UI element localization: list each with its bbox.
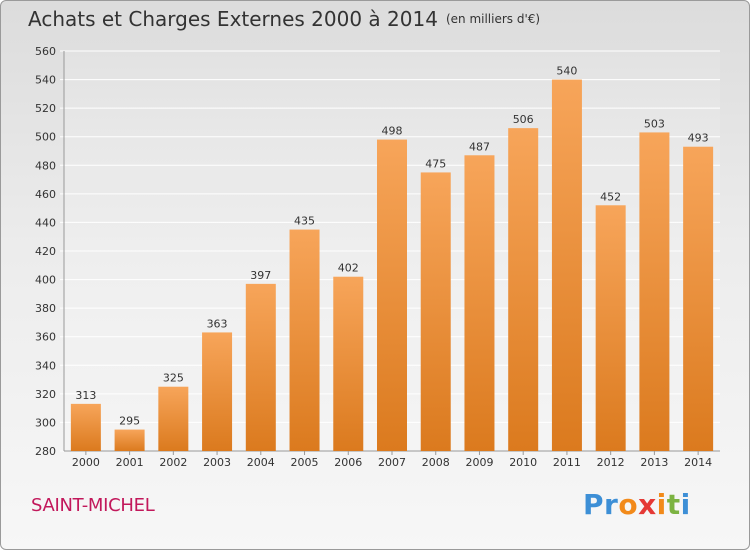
data-label: 452 — [600, 190, 621, 203]
data-label: 475 — [425, 157, 446, 170]
bar — [551, 79, 582, 452]
data-label: 295 — [119, 415, 140, 428]
x-tick-label: 2010 — [509, 456, 537, 469]
x-tick-label: 2004 — [247, 456, 275, 469]
data-label: 506 — [513, 113, 534, 126]
x-tick-label: 2002 — [159, 456, 187, 469]
bar — [639, 132, 670, 451]
x-tick-label: 2011 — [553, 456, 581, 469]
x-tick-label: 2009 — [465, 456, 493, 469]
y-tick-label: 560 — [35, 45, 56, 58]
x-tick-label: 2008 — [422, 456, 450, 469]
y-tick-label: 480 — [35, 159, 56, 172]
y-tick-label: 380 — [35, 302, 56, 315]
x-tick-label: 2003 — [203, 456, 231, 469]
logo-letter: i — [680, 488, 691, 521]
logo-letter: i — [656, 488, 667, 521]
data-label: 313 — [75, 389, 96, 402]
chart-subtitle: (en milliers d'€) — [445, 12, 541, 26]
y-tick-label: 400 — [35, 274, 56, 287]
bar — [683, 146, 714, 451]
logo-letter: o — [618, 488, 639, 521]
logo-letter: x — [638, 488, 657, 521]
data-label: 503 — [644, 117, 665, 130]
x-tick-label: 2014 — [684, 456, 712, 469]
bar — [464, 155, 495, 452]
x-tick-label: 2012 — [597, 456, 625, 469]
y-tick-label: 360 — [35, 331, 56, 344]
bar — [114, 429, 145, 451]
data-label: 540 — [556, 65, 577, 78]
y-tick-label: 280 — [35, 445, 56, 458]
data-label: 493 — [688, 132, 709, 145]
bar — [245, 283, 276, 451]
bar — [377, 139, 407, 452]
y-tick-label: 440 — [35, 216, 56, 229]
data-label: 487 — [469, 140, 490, 153]
data-label: 325 — [163, 372, 184, 385]
x-tick-label: 2000 — [72, 456, 100, 469]
y-tick-label: 520 — [35, 102, 56, 115]
data-label: 498 — [382, 125, 403, 138]
data-label: 435 — [294, 215, 315, 228]
data-label: 363 — [207, 317, 228, 330]
bar — [158, 386, 189, 451]
data-label: 402 — [338, 262, 359, 275]
y-tick-label: 460 — [35, 188, 56, 201]
bar — [508, 128, 539, 451]
commune-name: SAINT-MICHEL — [31, 495, 155, 516]
logo-letter: P — [583, 488, 605, 521]
y-tick-label: 540 — [35, 74, 56, 87]
bar — [333, 276, 364, 451]
bar — [202, 332, 233, 451]
chart-title: Achats et Charges Externes 2000 à 2014 (e… — [28, 7, 540, 31]
logo-letter: r — [604, 488, 619, 521]
x-tick-label: 2007 — [378, 456, 406, 469]
x-tick-label: 2001 — [116, 456, 144, 469]
y-tick-label: 420 — [35, 245, 56, 258]
bar — [289, 229, 320, 451]
y-tick-label: 500 — [35, 131, 56, 144]
logo-letter: t — [666, 488, 681, 521]
x-tick-label: 2013 — [640, 456, 668, 469]
bar — [70, 403, 101, 451]
x-tick-label: 2006 — [334, 456, 362, 469]
bar — [595, 205, 626, 451]
data-label: 397 — [250, 269, 271, 282]
bar — [420, 172, 451, 451]
proxiti-logo[interactable]: Proxiti — [583, 488, 691, 521]
y-tick-label: 320 — [35, 388, 56, 401]
y-tick-label: 300 — [35, 416, 56, 429]
x-tick-label: 2005 — [291, 456, 319, 469]
chart-title-text: Achats et Charges Externes 2000 à 2014 — [28, 7, 438, 31]
y-tick-label: 340 — [35, 359, 56, 372]
